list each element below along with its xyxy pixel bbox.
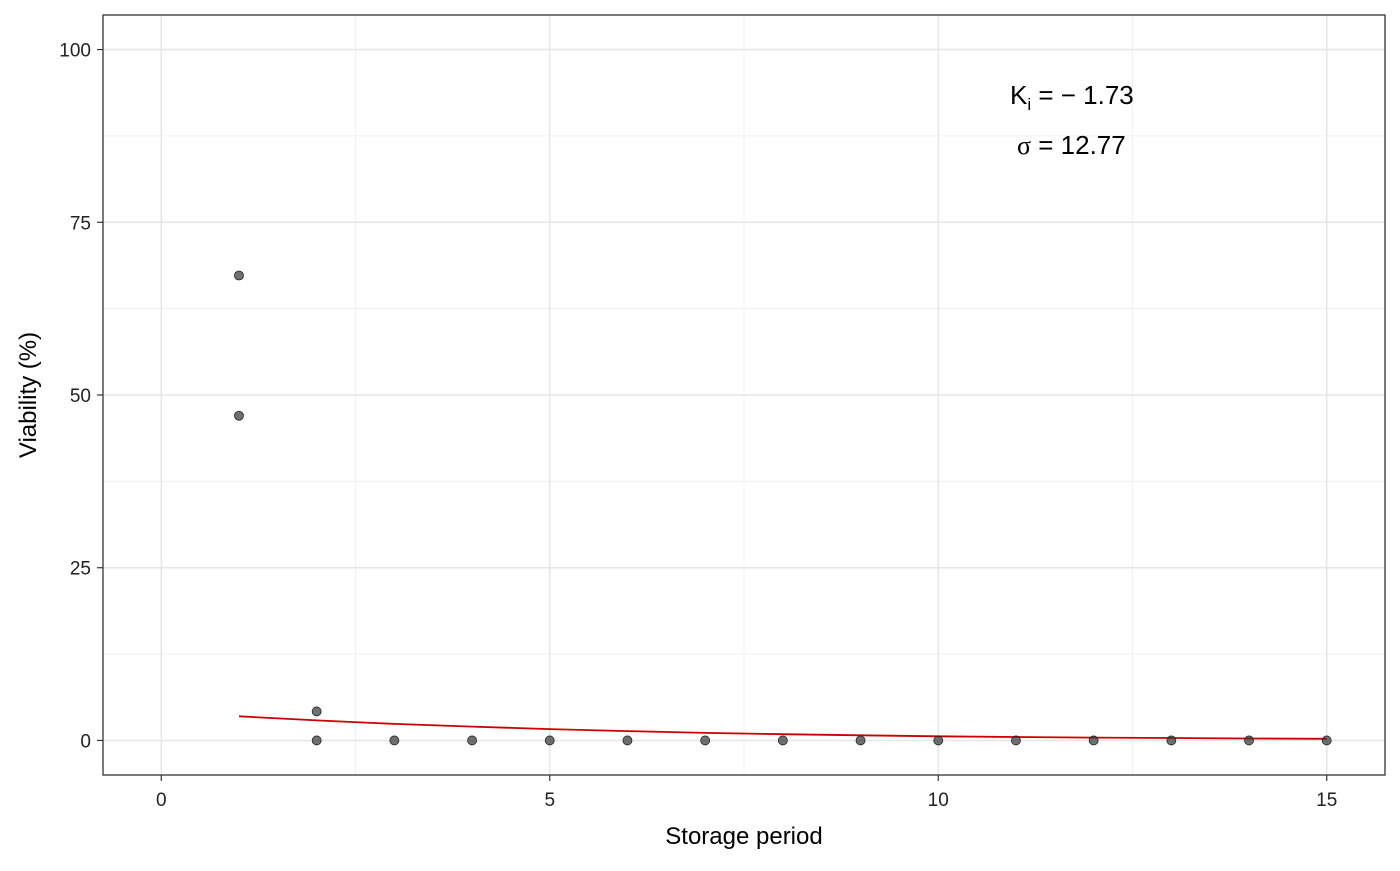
ki-annotation: Ki = − 1.73 [1010,80,1134,114]
data-point [855,735,866,746]
y-tick-label: 25 [70,559,91,580]
data-point [311,706,322,717]
fit-layer [238,715,1327,740]
x-tick-label: 10 [928,790,949,811]
sigma-symbol: σ [1017,131,1031,160]
sigma-value: = 12.77 [1031,130,1126,160]
x-tick-label: 15 [1316,790,1337,811]
data-point [234,410,244,421]
data-point [1088,735,1099,746]
data-point [1244,735,1254,746]
data-point [933,735,944,746]
x-tick-label: 5 [544,790,555,811]
data-point [544,735,555,746]
data-point [467,735,477,746]
data-point [777,735,788,746]
ticks-layer: 0 5 10 15 0 25 50 75 100 [59,41,1337,811]
y-tick-label: 75 [70,213,91,234]
x-axis-title: Storage period [665,823,822,850]
data-point [700,735,711,746]
y-tick-label: 0 [80,731,91,752]
data-point [1011,735,1021,746]
x-tick-label: 0 [156,790,167,811]
grid-layer [103,15,1385,775]
data-point [1321,735,1332,746]
data-point [1166,735,1177,746]
data-point [311,735,322,746]
data-point [389,735,400,746]
sigma-annotation: σ = 12.77 [1017,130,1126,160]
annotation-layer: Ki = − 1.73 σ = 12.77 [1010,80,1134,160]
y-tick-label: 50 [70,386,91,407]
y-axis-title: Viability (%) [15,332,42,458]
data-point [622,735,633,746]
ki-value: = − 1.73 [1031,80,1134,110]
y-tick-label: 100 [59,41,91,62]
ki-symbol: K [1010,80,1028,110]
fit-line [238,715,1327,740]
data-point [234,270,244,281]
ki-subscript: i [1027,95,1031,114]
points-layer [234,270,1332,746]
